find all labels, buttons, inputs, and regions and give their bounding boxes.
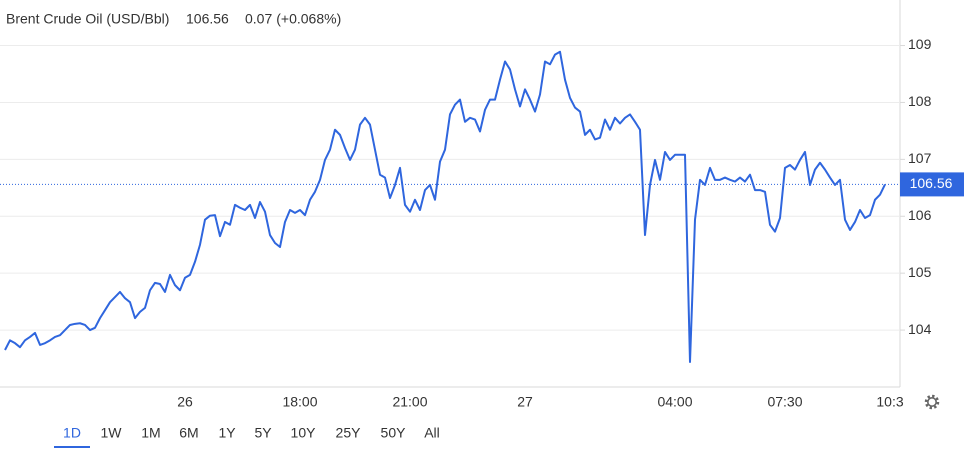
range-button[interactable]: 1D	[54, 425, 90, 448]
chart-title: Brent Crude Oil (USD/Bbl)	[6, 11, 169, 27]
range-button-label: 50Y	[381, 425, 407, 441]
range-button-label: 1Y	[218, 425, 236, 441]
range-button[interactable]: 10Y	[291, 425, 317, 441]
range-button[interactable]: 50Y	[381, 425, 407, 441]
y-tick-label: 107	[908, 150, 932, 166]
x-tick-label: 21:00	[392, 394, 427, 410]
range-button-label: 1D	[63, 425, 81, 441]
range-button[interactable]: All	[424, 425, 440, 441]
settings-button[interactable]	[924, 394, 940, 410]
range-button-label: 5Y	[254, 425, 272, 441]
range-button[interactable]: 1Y	[218, 425, 236, 441]
x-tick-label: 26	[177, 394, 193, 410]
y-tick-label: 104	[908, 321, 932, 337]
range-button-label: 6M	[179, 425, 198, 441]
selected-underline	[54, 446, 90, 448]
range-button-label: All	[424, 425, 440, 441]
last-price-label: 106.56	[910, 175, 953, 191]
x-tick-label: 10:3	[876, 394, 903, 410]
x-tick-label: 27	[517, 394, 533, 410]
range-button[interactable]: 1M	[141, 425, 160, 441]
range-button-label: 25Y	[336, 425, 362, 441]
range-button-label: 1W	[101, 425, 123, 441]
gear-teeth	[924, 394, 940, 410]
x-tick-label: 18:00	[282, 394, 317, 410]
y-tick-label: 108	[908, 93, 932, 109]
last-price-marker	[900, 172, 964, 197]
range-button-label: 1M	[141, 425, 160, 441]
range-button[interactable]: 1W	[101, 425, 123, 441]
price-line	[4, 50, 886, 363]
range-button[interactable]: 5Y	[254, 425, 272, 441]
x-tick-label: 04:00	[657, 394, 692, 410]
price-change: 0.07	[245, 11, 272, 27]
last-price: 106.56	[186, 11, 229, 27]
gear-body	[927, 397, 937, 407]
y-tick-label: 105	[908, 264, 932, 280]
y-tick-label: 109	[908, 36, 932, 52]
price-change-percent: (+0.068%)	[276, 11, 341, 27]
range-button-label: 10Y	[291, 425, 317, 441]
range-button[interactable]: 6M	[179, 425, 198, 441]
y-tick-label: 106	[908, 207, 932, 223]
x-tick-label: 07:30	[767, 394, 802, 410]
range-button[interactable]: 25Y	[336, 425, 362, 441]
